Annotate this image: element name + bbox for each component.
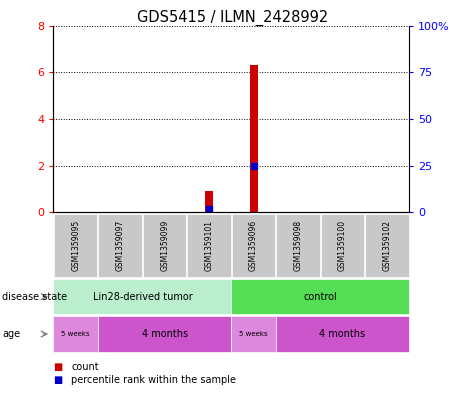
Text: 4 months: 4 months [319, 329, 365, 339]
Text: 5 weeks: 5 weeks [61, 331, 90, 337]
Text: GSM1359101: GSM1359101 [205, 220, 213, 271]
Bar [250, 65, 258, 212]
Text: 5 weeks: 5 weeks [239, 331, 268, 337]
Text: percentile rank within the sample: percentile rank within the sample [71, 375, 236, 386]
Text: ■: ■ [53, 375, 63, 386]
Text: GSM1359102: GSM1359102 [383, 220, 392, 271]
Text: age: age [2, 329, 20, 339]
Text: GSM1359097: GSM1359097 [116, 220, 125, 271]
Text: 4 months: 4 months [141, 329, 188, 339]
Text: disease state: disease state [2, 292, 67, 302]
Text: control: control [303, 292, 337, 302]
Text: Lin28-derived tumor: Lin28-derived tumor [93, 292, 193, 302]
Text: GDS5415 / ILMN_2428992: GDS5415 / ILMN_2428992 [137, 10, 328, 26]
Text: GSM1359098: GSM1359098 [293, 220, 303, 271]
Text: GSM1359099: GSM1359099 [160, 220, 169, 271]
Text: GSM1359096: GSM1359096 [249, 220, 258, 271]
Text: count: count [71, 362, 99, 373]
Bar [205, 191, 213, 212]
Text: GSM1359100: GSM1359100 [338, 220, 347, 271]
Text: ■: ■ [53, 362, 63, 373]
Text: GSM1359095: GSM1359095 [71, 220, 80, 271]
